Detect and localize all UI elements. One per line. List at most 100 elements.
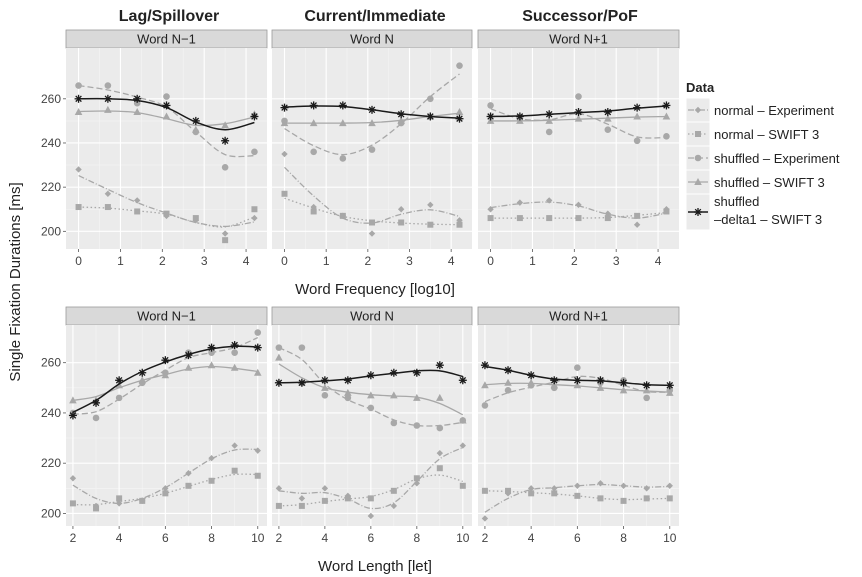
data-point: [642, 386, 651, 394]
panel-background: [478, 325, 679, 526]
data-point: [133, 197, 141, 204]
data-point: [104, 204, 111, 211]
data-point: [574, 482, 581, 489]
data-point: [68, 411, 77, 420]
data-point: [487, 102, 494, 109]
data-point: [397, 116, 405, 124]
series-normal-swift3: [275, 465, 466, 509]
data-point: [104, 82, 112, 89]
x-tick-label: 0: [487, 254, 494, 268]
data-point: [321, 392, 329, 399]
data-point: [221, 121, 229, 129]
data-point: [297, 378, 306, 387]
panel-strip-label: Word N−1: [137, 32, 196, 47]
column-title-lag: Lag/Spillover: [119, 8, 219, 25]
series-shuffled-delta1-swift3: [74, 94, 259, 145]
data-point: [604, 126, 612, 134]
data-point: [368, 119, 376, 127]
data-point: [515, 112, 524, 121]
data-point: [192, 125, 200, 133]
data-point: [550, 376, 559, 385]
legend: Data normal – Experiment normal – SWIFT …: [685, 80, 840, 231]
data-point: [413, 480, 421, 487]
data-point: [663, 133, 670, 140]
data-point: [619, 386, 628, 394]
y-tick-label: 260: [41, 356, 61, 370]
x-tick-label: 8: [413, 531, 420, 545]
data-point: [162, 490, 169, 497]
data-point: [338, 101, 347, 110]
data-point: [309, 101, 318, 110]
x-tick-label: 6: [574, 531, 581, 545]
x-tick-label: 3: [613, 254, 620, 268]
data-point: [74, 108, 83, 116]
data-point: [207, 361, 216, 369]
data-point: [133, 94, 142, 103]
data-point: [191, 116, 200, 125]
panel-strip-label: Word N: [350, 32, 394, 47]
x-tick-label: 6: [162, 531, 169, 545]
data-point: [427, 221, 434, 228]
data-point: [367, 391, 375, 399]
data-point: [139, 497, 146, 504]
x-tick-label: 3: [406, 254, 413, 268]
data-point: [74, 94, 83, 103]
data-point: [104, 190, 112, 197]
data-point: [310, 208, 317, 215]
data-point: [184, 363, 193, 371]
data-point: [367, 495, 374, 502]
data-point: [427, 95, 434, 103]
data-point: [93, 505, 100, 512]
data-point: [254, 329, 262, 336]
data-point: [458, 376, 467, 385]
series-shuffled-swift3: [74, 105, 259, 133]
data-point: [634, 212, 641, 219]
series-normal-swift3: [481, 487, 673, 504]
legend-marker-normal-swift3: [695, 131, 701, 137]
data-point: [134, 208, 141, 215]
data-point: [231, 442, 238, 449]
data-point: [222, 237, 229, 244]
panel-frequency-2: Word N 0 1 2 3 4: [271, 29, 473, 268]
data-point: [573, 381, 582, 389]
data-point: [527, 371, 536, 380]
data-point: [436, 424, 444, 432]
data-point: [75, 166, 82, 173]
data-point: [550, 381, 559, 389]
data-point: [275, 502, 282, 509]
data-point: [280, 103, 289, 112]
data-point: [459, 482, 466, 489]
data-point: [545, 128, 553, 136]
data-point: [115, 376, 124, 385]
data-point: [367, 404, 375, 412]
data-point: [275, 485, 283, 492]
x-tick-label: 4: [528, 531, 535, 545]
data-point: [481, 515, 489, 522]
data-point: [397, 110, 406, 119]
data-point: [208, 477, 215, 484]
data-point: [390, 419, 398, 427]
data-point: [574, 492, 581, 499]
data-point: [436, 449, 444, 457]
legend-entry-1: normal – Experiment: [714, 103, 834, 118]
data-point: [527, 485, 535, 492]
data-point: [528, 490, 535, 497]
x-tick-label: 8: [620, 531, 627, 545]
data-point: [161, 356, 170, 365]
data-point: [251, 214, 258, 222]
data-point: [633, 112, 641, 120]
data-point: [413, 475, 420, 482]
data-point: [75, 204, 82, 211]
series-normal-swift3: [69, 467, 261, 512]
x-tick-label: 2: [482, 531, 489, 545]
series-shuffled-delta1-swift3: [486, 101, 671, 121]
data-point: [436, 465, 443, 472]
column-title-current: Current/Immediate: [304, 8, 445, 25]
x-tick-label: 4: [116, 531, 123, 545]
x-tick-label: 2: [159, 254, 166, 268]
data-point: [459, 442, 467, 449]
data-point: [426, 112, 435, 121]
data-point: [274, 378, 283, 387]
x-axis-label-frequency: Word Frequency [log10]: [295, 281, 455, 298]
x-tick-label: 4: [322, 531, 329, 545]
